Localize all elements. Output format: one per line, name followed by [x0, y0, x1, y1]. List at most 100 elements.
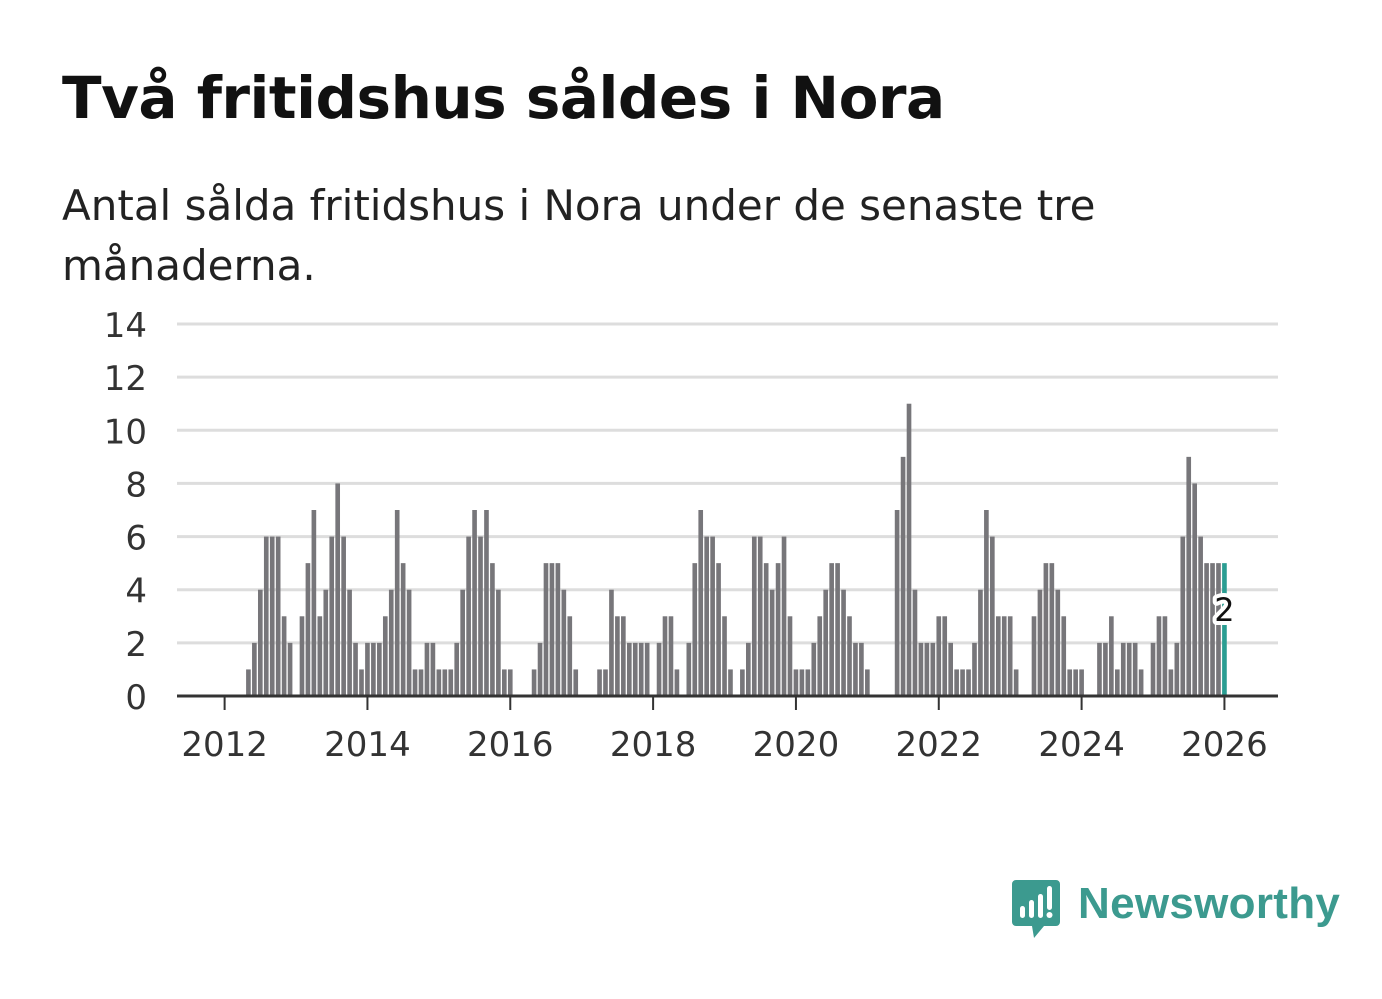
highlighted-bar: [1222, 563, 1227, 696]
newsworthy-chat-chart-icon: [1012, 880, 1060, 938]
bar: [1186, 456, 1192, 696]
x-tick-label: 2022: [896, 725, 983, 765]
bar: [692, 563, 698, 696]
bar: [299, 616, 305, 696]
bar: [722, 616, 727, 696]
bar: [626, 642, 632, 696]
bar: [1043, 563, 1049, 696]
bar: [418, 669, 424, 696]
bar: [984, 510, 989, 696]
bar: [638, 642, 644, 696]
bar: [918, 642, 924, 696]
bar: [436, 669, 442, 696]
bars: [246, 403, 1227, 696]
bar: [246, 669, 251, 696]
bar: [1168, 669, 1174, 696]
bar: [775, 563, 781, 696]
bar: [442, 669, 448, 696]
bar: [1150, 642, 1156, 696]
bar: [686, 642, 692, 696]
bar: [341, 536, 346, 696]
bar: [281, 616, 287, 696]
bar: [311, 510, 317, 696]
x-tick-label: 2024: [1038, 725, 1125, 765]
bar: [906, 403, 912, 696]
y-tick-label: 2: [125, 625, 147, 665]
bar: [329, 536, 335, 696]
bar: [252, 642, 257, 696]
bar: [972, 642, 977, 696]
bar: [1126, 642, 1132, 696]
bar: [841, 589, 846, 696]
bar: [793, 669, 799, 696]
y-tick-label: 4: [125, 572, 147, 612]
bar: [484, 510, 489, 696]
x-tick-label: 2012: [181, 725, 268, 765]
bar: [990, 536, 995, 696]
bar: [430, 642, 436, 696]
bar: [1049, 563, 1055, 696]
bar: [716, 563, 721, 696]
bar: [502, 669, 507, 696]
chart-title: Två fritidshus såldes i Nora: [62, 64, 945, 132]
bar: [543, 563, 549, 696]
bar: [769, 589, 775, 696]
bar: [394, 510, 400, 696]
bar: [1210, 563, 1215, 696]
bar: [966, 669, 971, 696]
bar: [400, 563, 406, 696]
bar: [781, 536, 787, 696]
bar: [615, 616, 620, 696]
bar: [1007, 616, 1013, 696]
bar: [549, 563, 555, 696]
bar: [621, 616, 626, 696]
bar: [662, 616, 668, 696]
bar: [1055, 589, 1061, 696]
x-tick-label: 2026: [1181, 725, 1268, 765]
y-tick-label: 6: [125, 519, 147, 559]
bar: [567, 616, 573, 696]
bar: [1031, 616, 1037, 696]
bar: [347, 589, 352, 696]
gridlines: [177, 322, 1278, 645]
x-tick-label: 2018: [610, 725, 697, 765]
bar: [948, 642, 953, 696]
bar: [1216, 563, 1221, 696]
bar: [1198, 536, 1203, 696]
bar: [853, 642, 858, 696]
bar: [305, 563, 311, 696]
bar: [377, 642, 382, 696]
bar: [257, 589, 263, 696]
newsworthy-brand: Newsworthy: [1010, 878, 1340, 942]
bar: [323, 589, 329, 696]
bar: [406, 589, 412, 696]
bar: [740, 669, 745, 696]
bar-chart: 0 2 4 6 8 10 12 14 2012 2014 2016 2018 2020 2022 2024…: [104, 306, 1278, 765]
bar: [823, 589, 829, 696]
bar: [1174, 642, 1180, 696]
bar: [924, 642, 930, 696]
bar: [388, 589, 394, 696]
bar: [335, 483, 341, 696]
y-tick-label: 8: [125, 465, 147, 505]
bar: [763, 563, 769, 696]
bar: [1097, 642, 1102, 696]
bar: [359, 669, 364, 696]
bar: [710, 536, 715, 696]
bar: [448, 669, 454, 696]
bar: [1067, 669, 1073, 696]
bar: [1013, 669, 1019, 696]
bar: [632, 642, 638, 696]
bar: [269, 536, 275, 696]
bar: [978, 589, 983, 696]
x-tick-label: 2014: [324, 725, 411, 765]
bar: [1162, 616, 1168, 696]
bar: [609, 589, 614, 696]
bar: [287, 642, 293, 696]
bar: [424, 642, 430, 696]
y-axis-tick-labels: 0 2 4 6 8 10 12 14: [104, 306, 147, 718]
bar: [466, 536, 471, 696]
brand-name: Newsworthy: [1078, 879, 1341, 928]
bar: [531, 669, 537, 696]
bar: [1079, 669, 1084, 696]
